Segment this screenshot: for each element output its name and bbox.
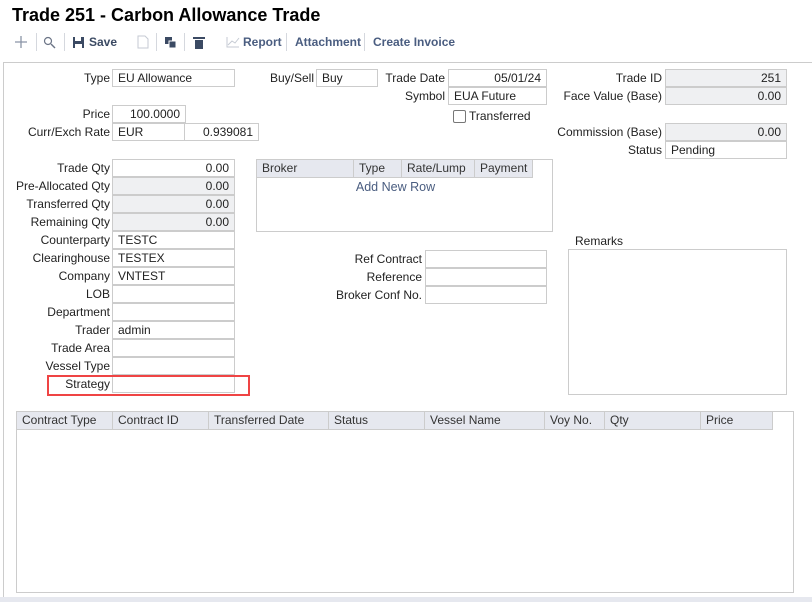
vessel-type-field[interactable] [112,357,235,375]
column-header[interactable]: Contract ID [113,412,209,430]
column-header[interactable]: Price [701,412,773,430]
curr-exch-rate-label: Curr/Exch Rate [27,125,110,139]
column-header[interactable]: Broker [257,160,354,178]
transferred-qty-label: Transferred Qty [26,197,110,211]
strategy-label: Strategy [65,377,110,391]
new-button[interactable] [14,34,28,50]
transferred-qty-field[interactable]: 0.00 [112,195,235,213]
column-header[interactable]: Contract Type [17,412,113,430]
commission-label: Commission (Base) [557,125,662,139]
report-button[interactable]: Report [226,34,282,50]
broker-conf-no-label: Broker Conf No. [335,288,422,302]
pre-allocated-qty-field[interactable]: 0.00 [112,177,235,195]
chart-icon [226,37,240,48]
symbol-label: Symbol [404,89,445,103]
exchange-rate-field[interactable]: 0.939081 [184,123,259,141]
column-header[interactable]: Rate/Lump [402,160,475,178]
column-header[interactable]: Qty [605,412,701,430]
company-label: Company [58,269,110,283]
trade-qty-label: Trade Qty [57,161,110,175]
trade-form-panel [3,62,812,602]
status-bar [0,597,812,602]
column-header[interactable]: Payment [475,160,533,178]
trade-id-label: Trade ID [615,71,662,85]
search-icon [43,36,56,48]
trade-qty-field[interactable]: 0.00 [112,159,235,177]
broker-conf-no-field[interactable] [425,286,547,304]
status-label: Status [627,143,662,157]
remaining-qty-label: Remaining Qty [30,215,110,229]
remarks-textarea[interactable] [568,249,787,395]
lob-label: LOB [85,287,110,301]
symbol-field[interactable]: EUA Future [448,87,547,105]
counterparty-field[interactable]: TESTC [112,231,235,249]
department-field[interactable] [112,303,235,321]
price-label: Price [82,107,110,121]
column-header[interactable]: Transferred Date [209,412,329,430]
buy-sell-field[interactable]: Buy [316,69,378,87]
department-label: Department [47,305,110,319]
copy-button[interactable] [137,34,149,50]
page-title: Trade 251 - Carbon Allowance Trade [12,5,321,25]
strategy-highlight [47,375,250,396]
trade-area-field[interactable] [112,339,235,357]
save-button[interactable]: Save [72,34,117,50]
search-button[interactable] [43,34,56,50]
transferred-label: Transferred [469,109,531,123]
clearinghouse-label: Clearinghouse [32,251,110,265]
reference-field[interactable] [425,268,547,286]
ref-contract-label: Ref Contract [354,252,422,266]
trade-id-field[interactable]: 251 [665,69,787,87]
face-value-label: Face Value (Base) [563,89,663,103]
reference-label: Reference [366,270,422,284]
remaining-qty-field[interactable]: 0.00 [112,213,235,231]
trade-date-field[interactable]: 05/01/24 [448,69,547,87]
clearinghouse-field[interactable]: TESTEX [112,249,235,267]
document-icon [137,35,149,49]
column-header[interactable]: Status [329,412,425,430]
type-label: Type [83,71,110,85]
face-value-field[interactable]: 0.00 [665,87,787,105]
commission-field[interactable]: 0.00 [665,123,787,141]
type-field[interactable]: EU Allowance [112,69,235,87]
attachment-button[interactable]: Attachment [295,35,362,49]
status-field[interactable]: Pending [665,141,787,159]
trader-field[interactable]: admin [112,321,235,339]
contracts-grid: Contract Type Contract ID Transferred Da… [16,411,794,593]
duplicate-icon [165,36,177,48]
company-field[interactable]: VNTEST [112,267,235,285]
add-new-row-link[interactable]: Add New Row [355,180,436,194]
column-header[interactable]: Voy No. [545,412,605,430]
save-icon [73,36,84,48]
remarks-label: Remarks [575,234,624,248]
broker-grid: Broker Type Rate/Lump Payment Add New Ro… [256,159,553,232]
vessel-type-label: Vessel Type [45,359,111,373]
ref-contract-field[interactable] [425,250,547,268]
transferred-checkbox[interactable] [453,110,466,123]
price-field[interactable]: 100.0000 [112,105,186,123]
plus-icon [15,36,27,48]
duplicate-button[interactable] [164,34,177,50]
create-invoice-button[interactable]: Create Invoice [373,35,456,49]
counterparty-label: Counterparty [40,233,110,247]
trash-icon [193,36,205,49]
delete-button[interactable] [193,34,205,50]
column-header[interactable]: Vessel Name [425,412,545,430]
trader-label: Trader [75,323,110,337]
lob-field[interactable] [112,285,235,303]
buy-sell-label: Buy/Sell [269,71,314,85]
column-header[interactable]: Type [354,160,402,178]
trade-date-label: Trade Date [385,71,445,85]
trade-area-label: Trade Area [51,341,110,355]
pre-allocated-qty-label: Pre-Allocated Qty [15,179,110,193]
currency-field[interactable]: EUR [112,123,185,141]
